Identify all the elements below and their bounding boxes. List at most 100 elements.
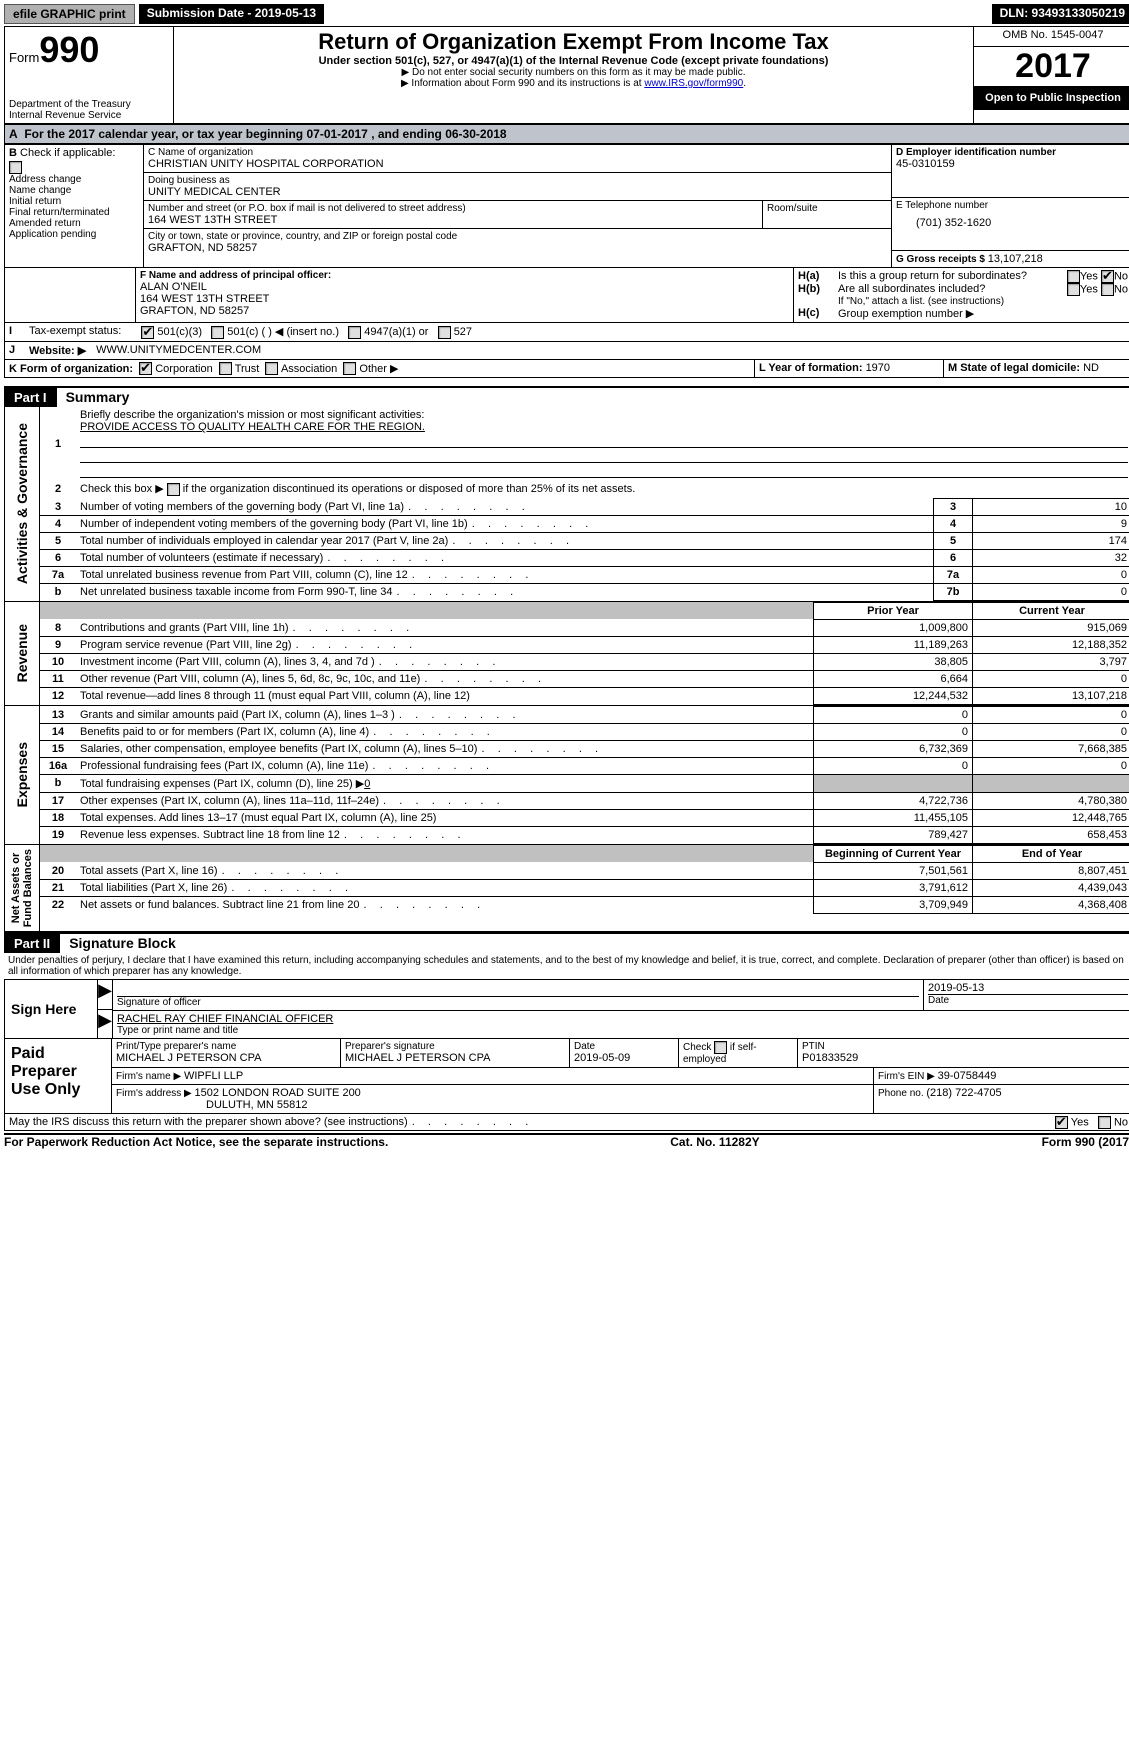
form-label: Form (9, 50, 39, 65)
officer-street: 164 WEST 13TH STREET (140, 293, 789, 305)
l9-num: 9 (40, 636, 76, 653)
ha-text: Is this a group return for subordinates? (838, 270, 1067, 282)
cb-discuss-no[interactable] (1098, 1116, 1111, 1129)
sidebar-activities: Activities & Governance (12, 419, 32, 588)
irs: Internal Revenue Service (9, 110, 169, 121)
l10-text: Investment income (Part VIII, column (A)… (80, 656, 375, 668)
l18-text: Total expenses. Add lines 13–17 (must eq… (80, 812, 436, 824)
footer-left: For Paperwork Reduction Act Notice, see … (4, 1135, 388, 1149)
firm-addr1: 1502 LONDON ROAD SUITE 200 (195, 1087, 361, 1099)
l1-text: Briefly describe the organization's miss… (80, 409, 424, 421)
sidebar-revenue: Revenue (12, 620, 32, 686)
l2-num: 2 (40, 480, 76, 498)
cb-527[interactable] (438, 326, 451, 339)
l7a-val: 0 (973, 566, 1129, 583)
form-header: Form990 Department of the Treasury Inter… (4, 26, 1129, 124)
l14-curr: 0 (973, 723, 1129, 740)
l4-num: 4 (40, 515, 76, 532)
l16b-num: b (40, 774, 76, 792)
b-label: Check if applicable: (20, 147, 115, 159)
l16b-grey2 (973, 774, 1129, 792)
l-label: L Year of formation: (759, 362, 866, 374)
prep-date: 2019-05-09 (574, 1052, 674, 1064)
phone-label: Phone no. (878, 1088, 926, 1099)
l17-text: Other expenses (Part IX, column (A), lin… (80, 795, 379, 807)
form-title: Return of Organization Exempt From Incom… (178, 29, 969, 55)
cb-self-employed[interactable] (714, 1041, 727, 1054)
l8-text: Contributions and grants (Part VIII, lin… (80, 622, 289, 634)
website: WWW.UNITYMEDCENTER.COM (96, 344, 261, 357)
expenses-table: 13Grants and similar amounts paid (Part … (40, 706, 1129, 844)
cb-discontinued[interactable] (167, 483, 180, 496)
cb-trust[interactable] (219, 362, 232, 375)
hb-note: If "No," attach a list. (see instruction… (798, 296, 1128, 307)
i-label: Tax-exempt status: (29, 325, 121, 339)
footer-mid: Cat. No. 11282Y (670, 1135, 759, 1149)
b-pending: Application pending (9, 229, 139, 240)
end-year-hdr: End of Year (973, 845, 1129, 862)
city-label: City or town, state or province, country… (148, 231, 887, 242)
i-4947: 4947(a)(1) or (364, 326, 428, 338)
irs-link[interactable]: www.IRS.gov/form990 (644, 78, 743, 89)
k-label: K Form of organization: (9, 363, 133, 375)
l16b-grey1 (814, 774, 973, 792)
penalties-statement: Under penalties of perjury, I declare th… (4, 953, 1129, 979)
l13-num: 13 (40, 706, 76, 723)
efile-print-button[interactable]: efile GRAPHIC print (4, 4, 135, 24)
cb-ha-no[interactable] (1101, 270, 1114, 283)
ha-label: H(a) (798, 270, 838, 282)
prep-name-label: Print/Type preparer's name (116, 1041, 336, 1052)
k-corp: Corporation (155, 363, 212, 375)
l9-prior: 11,189,263 (814, 636, 973, 653)
l16a-curr: 0 (973, 757, 1129, 774)
dba-name: UNITY MEDICAL CENTER (148, 186, 887, 198)
dba-label: Doing business as (148, 175, 887, 186)
cb-hb-yes[interactable] (1067, 283, 1080, 296)
l15-curr: 7,668,385 (973, 740, 1129, 757)
l16b-text: Total fundraising expenses (Part IX, col… (80, 778, 364, 790)
cb-address-change[interactable] (9, 161, 22, 174)
cb-501c[interactable] (211, 326, 224, 339)
discuss-line: May the IRS discuss this return with the… (4, 1114, 1129, 1131)
tax-year-begin: 07-01-2017 (306, 127, 367, 141)
hb-yes: Yes (1080, 283, 1098, 295)
l14-num: 14 (40, 723, 76, 740)
l11-text: Other revenue (Part VIII, column (A), li… (80, 673, 420, 685)
cb-ha-yes[interactable] (1067, 270, 1080, 283)
paid-preparer-label: Paid Preparer Use Only (5, 1039, 112, 1113)
l13-prior: 0 (814, 706, 973, 723)
section-f: F Name and address of principal officer:… (136, 268, 794, 322)
net-assets-table: Beginning of Current Year End of Year 20… (40, 845, 1129, 914)
l15-prior: 6,732,369 (814, 740, 973, 757)
prior-year-hdr: Prior Year (814, 602, 973, 619)
cb-hb-no[interactable] (1101, 283, 1114, 296)
cb-assoc[interactable] (265, 362, 278, 375)
mission: PROVIDE ACCESS TO QUALITY HEALTH CARE FO… (80, 421, 425, 433)
form-subtitle-3: ▶ Information about Form 990 and its ins… (178, 78, 969, 89)
city: GRAFTON, ND 58257 (148, 242, 887, 254)
cb-other[interactable] (343, 362, 356, 375)
l20-num: 20 (40, 862, 76, 879)
hb-no: No (1114, 283, 1128, 295)
officer-name: ALAN O'NEIL (140, 281, 789, 293)
discuss-no: No (1114, 1116, 1128, 1128)
firm-name: WIPFLI LLP (184, 1070, 243, 1082)
line-a-pre: For the 2017 calendar year, or tax year … (24, 127, 306, 141)
cb-corp[interactable] (139, 362, 152, 375)
cb-501c3[interactable] (141, 326, 154, 339)
ha-no: No (1114, 270, 1128, 282)
l16b-val: 0 (364, 778, 370, 790)
l7b-text: Net unrelated business taxable income fr… (80, 586, 392, 598)
cb-discuss-yes[interactable] (1055, 1116, 1068, 1129)
section-c: C Name of organization CHRISTIAN UNITY H… (144, 145, 892, 267)
l4-text: Number of independent voting members of … (80, 518, 468, 530)
hc-text: Group exemption number ▶ (838, 307, 974, 320)
l15-num: 15 (40, 740, 76, 757)
cb-4947[interactable] (348, 326, 361, 339)
l18-curr: 12,448,765 (973, 809, 1129, 826)
l16a-prior: 0 (814, 757, 973, 774)
m-label: M State of legal domicile: (948, 362, 1083, 374)
omb-number: OMB No. 1545-0047 (974, 27, 1129, 47)
firm-ein-label: Firm's EIN ▶ (878, 1071, 938, 1082)
fh-block: F Name and address of principal officer:… (4, 268, 1129, 323)
